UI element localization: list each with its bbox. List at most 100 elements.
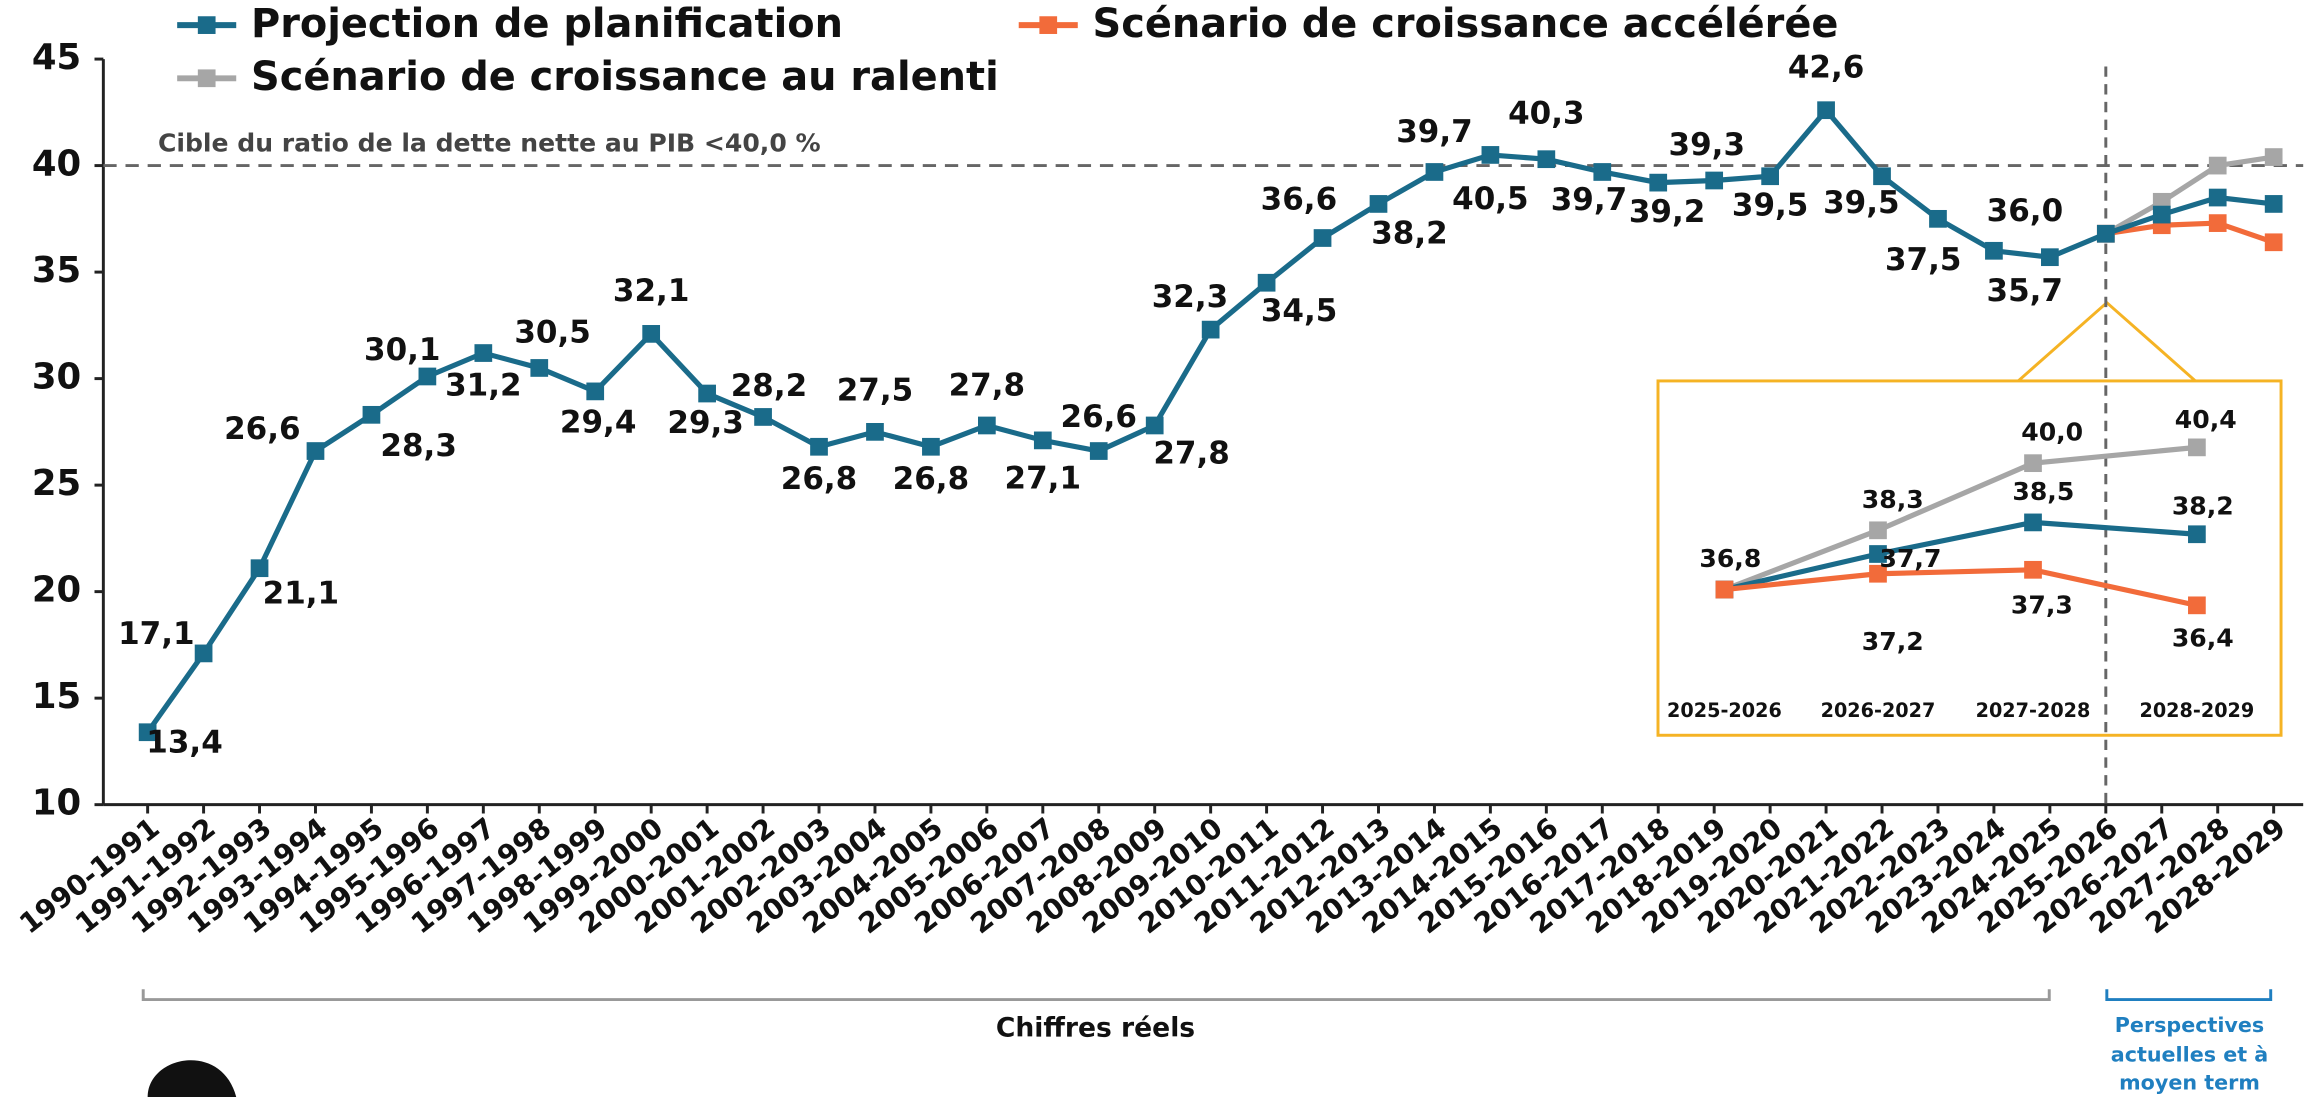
inset-frame bbox=[1656, 379, 2283, 737]
actual-label: Chiffres réels bbox=[996, 1013, 1195, 1044]
series-line-marker bbox=[1369, 195, 1388, 213]
series-line-marker bbox=[2208, 214, 2227, 232]
y-tick-label: 40 bbox=[32, 144, 81, 185]
inset-data-label: 38,3 bbox=[1862, 485, 1924, 514]
series-line-marker bbox=[1873, 167, 1891, 186]
series-line-marker bbox=[978, 416, 996, 435]
y-tick-label: 15 bbox=[32, 676, 81, 717]
series-line-marker bbox=[1537, 150, 1556, 169]
series-line-marker bbox=[530, 359, 549, 377]
inset-line-marker bbox=[2024, 454, 2042, 473]
data-label: 39,5 bbox=[1823, 185, 1900, 221]
series-line-marker bbox=[1593, 163, 1612, 181]
logo bbox=[147, 1060, 237, 1097]
inset-category: 2028-2029 bbox=[2139, 699, 2254, 722]
actual-bracket bbox=[141, 989, 2051, 1002]
inset-line bbox=[1723, 444, 2198, 592]
data-label: 27,1 bbox=[1005, 461, 1082, 497]
inset-data-label: 37,2 bbox=[1862, 627, 1924, 656]
data-label: 39,3 bbox=[1669, 127, 1745, 163]
series-line-marker bbox=[2041, 248, 2059, 267]
series-line-marker bbox=[2264, 233, 2283, 252]
data-label: 30,5 bbox=[514, 314, 591, 350]
data-label: 36,0 bbox=[1987, 193, 2063, 229]
y-tick-label: 45 bbox=[32, 37, 81, 78]
data-label: 39,7 bbox=[1396, 114, 1473, 150]
y-tick-label: 25 bbox=[32, 463, 81, 504]
data-label: 26,6 bbox=[1061, 399, 1138, 435]
series-line-marker bbox=[1313, 229, 1332, 247]
inset-category: 2026-2027 bbox=[1821, 699, 1936, 722]
series-line-marker bbox=[250, 559, 269, 578]
data-label: 35,7 bbox=[1987, 273, 2063, 309]
series-line-marker bbox=[642, 325, 661, 343]
inset-data-label: 36,4 bbox=[2172, 623, 2234, 652]
series-line-marker bbox=[586, 382, 605, 401]
series-line-marker bbox=[1649, 173, 1668, 192]
series-line-marker bbox=[418, 367, 437, 386]
data-label: 21,1 bbox=[263, 575, 340, 611]
series-line-marker bbox=[1145, 416, 1164, 435]
series-line-marker bbox=[1481, 146, 1500, 164]
inset-data-label: 36,8 bbox=[1699, 544, 1761, 573]
legend-label: Projection de planification bbox=[251, 1, 843, 47]
inset-line-marker bbox=[2188, 596, 2206, 615]
series-line-marker bbox=[362, 405, 381, 424]
series-line-marker bbox=[1705, 171, 1724, 190]
data-label: 36,6 bbox=[1261, 182, 1338, 218]
data-label: 26,8 bbox=[893, 461, 970, 497]
series-line-marker bbox=[810, 437, 828, 456]
series-line-marker bbox=[474, 344, 493, 362]
inset-data-label: 40,0 bbox=[2021, 418, 2083, 447]
data-label: 39,7 bbox=[1551, 182, 1628, 218]
data-label: 13,4 bbox=[146, 725, 223, 761]
inset-line bbox=[1723, 519, 2198, 593]
data-label: 26,6 bbox=[224, 411, 300, 447]
data-label: 40,5 bbox=[1452, 181, 1528, 217]
series-line-marker bbox=[1425, 163, 1444, 181]
forecast-bracket bbox=[2105, 989, 2273, 1002]
y-tick-label: 35 bbox=[32, 250, 81, 291]
data-label: 28,3 bbox=[380, 428, 457, 464]
legend-label: Scénario de croissance accélérée bbox=[1093, 1, 1839, 47]
y-tick-label: 20 bbox=[32, 570, 81, 611]
data-label: 34,5 bbox=[1261, 293, 1338, 329]
inset-line-marker bbox=[2188, 438, 2206, 457]
series-line-marker bbox=[138, 723, 157, 742]
inset-data-label: 40,4 bbox=[2175, 405, 2237, 434]
data-label: 27,8 bbox=[949, 368, 1026, 404]
inset-line-marker bbox=[2024, 513, 2042, 532]
series-line-marker bbox=[1985, 241, 2003, 260]
data-label: 30,1 bbox=[364, 332, 441, 368]
series-line-marker bbox=[194, 644, 213, 663]
data-label: 31,2 bbox=[445, 368, 522, 404]
forecast-label: actuelles et à bbox=[2111, 1043, 2268, 1067]
series-line-marker bbox=[1929, 209, 1947, 228]
series-line-marker bbox=[1033, 431, 1052, 450]
data-label: 29,4 bbox=[560, 404, 637, 440]
series-line-marker bbox=[2096, 224, 2115, 243]
data-label: 32,1 bbox=[613, 273, 690, 309]
inset-line-marker bbox=[1869, 545, 1887, 563]
inset-line-marker bbox=[1869, 564, 1887, 583]
series-line-marker bbox=[2264, 195, 2283, 213]
series-line-marker bbox=[2264, 148, 2283, 166]
forecast-label: moyen term bbox=[2119, 1071, 2260, 1095]
data-label: 26,8 bbox=[781, 461, 858, 497]
inset-line-marker bbox=[2188, 525, 2206, 544]
series-line-marker bbox=[1257, 273, 1276, 292]
series-line-marker bbox=[1201, 320, 1220, 339]
legend-marker bbox=[197, 69, 216, 88]
series-line-marker bbox=[754, 408, 772, 426]
series-line bbox=[2105, 220, 2275, 245]
data-label: 37,5 bbox=[1885, 242, 1961, 278]
legend-label: Scénario de croissance au ralenti bbox=[251, 54, 999, 100]
series-line-marker bbox=[2208, 156, 2227, 175]
series-line-marker bbox=[306, 442, 325, 460]
inset-line bbox=[1724, 567, 2198, 608]
legend-marker bbox=[1039, 16, 1058, 34]
data-label: 42,6 bbox=[1788, 49, 1864, 85]
series-line-marker bbox=[922, 437, 940, 456]
series-line-marker bbox=[2152, 205, 2171, 224]
